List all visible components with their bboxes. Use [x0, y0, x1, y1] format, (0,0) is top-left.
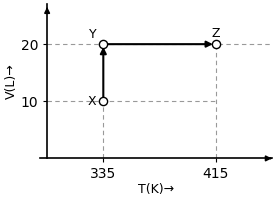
Point: [213, 43, 218, 46]
Point: [101, 43, 105, 46]
Text: X: X: [88, 95, 96, 108]
Y-axis label: V(L)→: V(L)→: [5, 63, 18, 99]
Text: Z: Z: [211, 27, 220, 40]
Text: Y: Y: [89, 28, 96, 41]
X-axis label: T(K)→: T(K)→: [138, 183, 174, 196]
Point: [101, 100, 105, 103]
